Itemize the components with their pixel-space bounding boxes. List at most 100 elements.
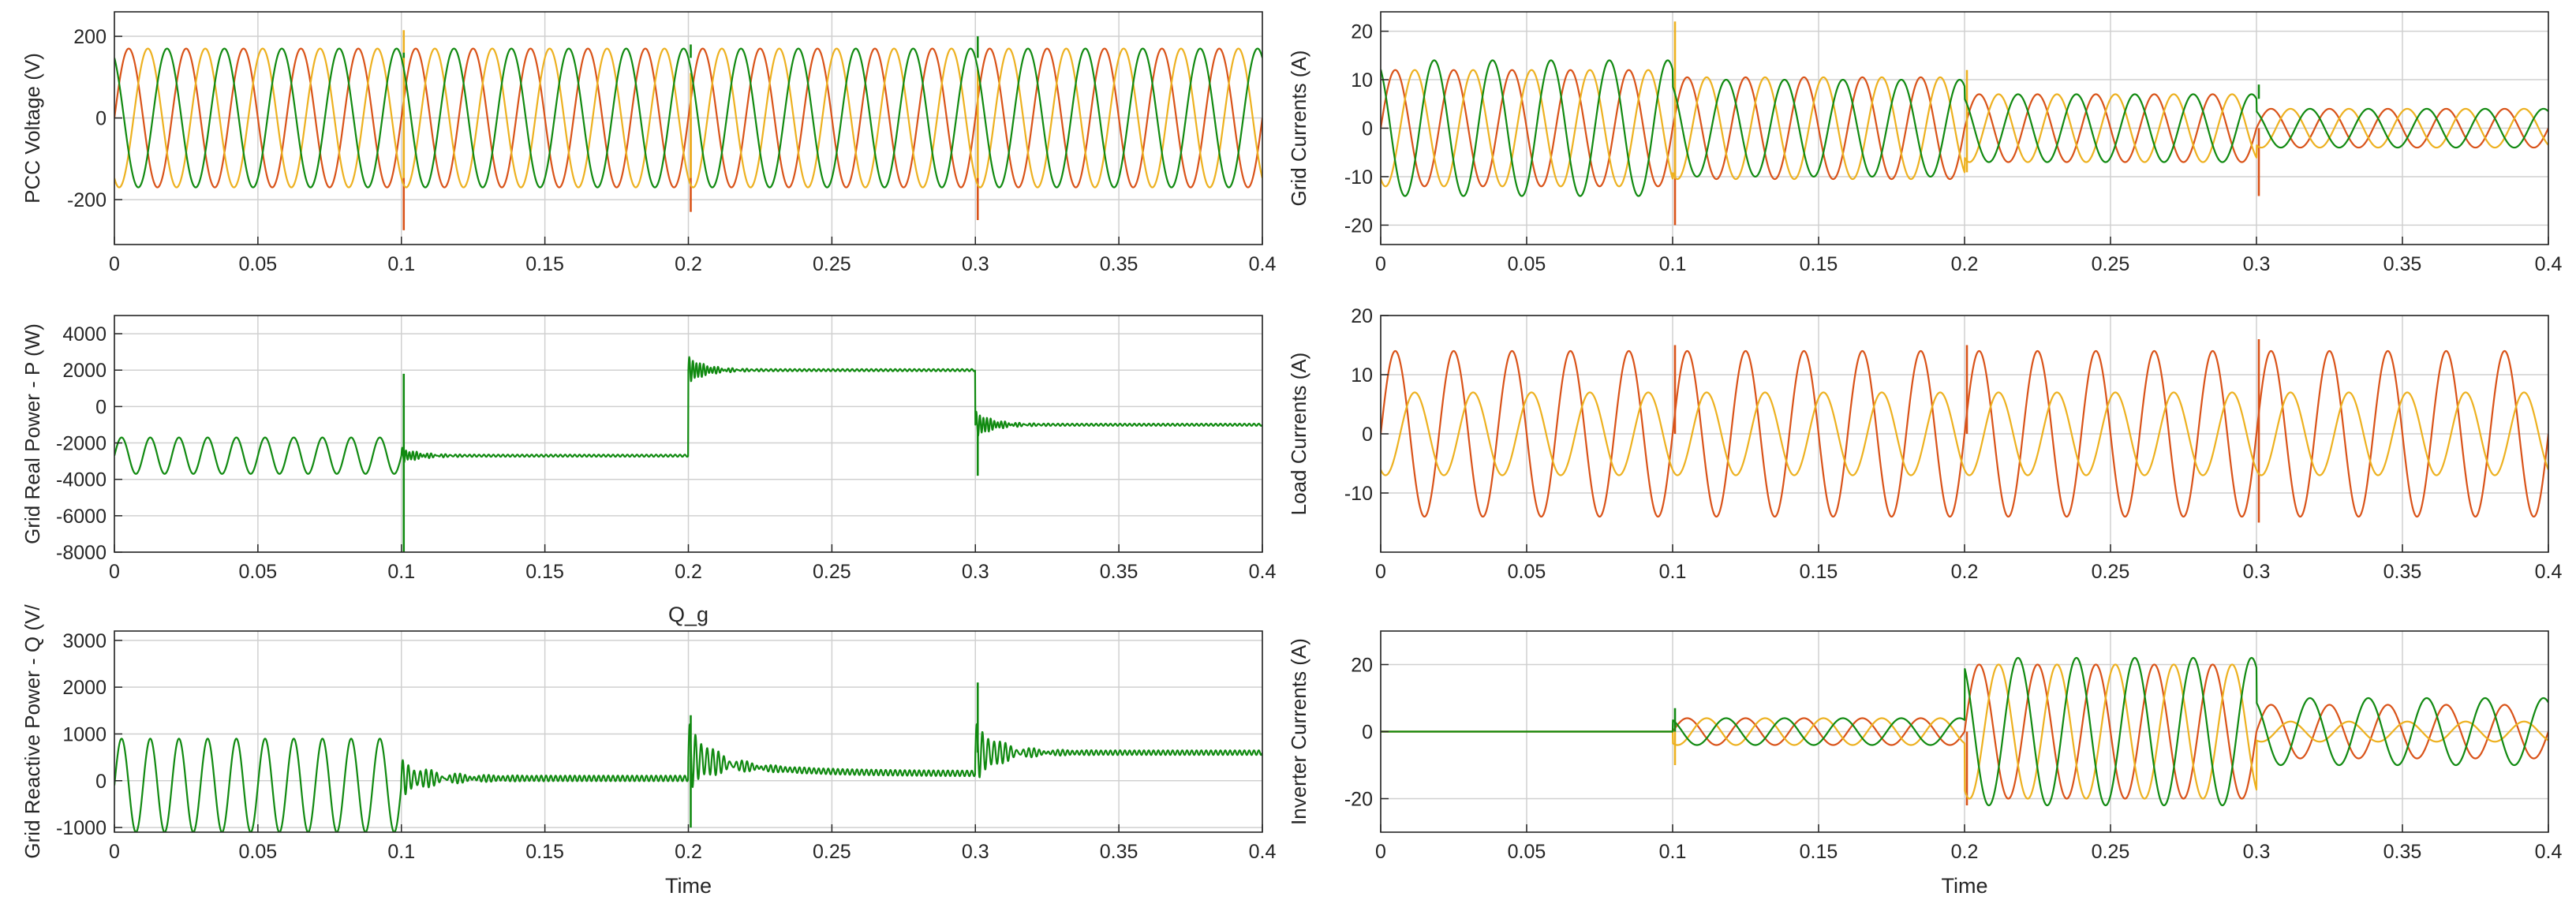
x-tick-label: 0.4 (2535, 253, 2563, 275)
series-line-phase-b (1381, 391, 2548, 476)
y-tick-label: 0 (1362, 722, 1373, 744)
x-tick-label: 0 (109, 561, 120, 583)
x-tick-label: 0.25 (2092, 253, 2130, 275)
y-tick-label: -20 (1344, 789, 1373, 811)
x-tick-label: 0.15 (525, 561, 564, 583)
x-tick-label: 0.35 (1100, 561, 1138, 583)
series-line-phase-b (114, 47, 1262, 189)
plot-grid-reactive-power: 0 0.05 0.1 0.15 0.2 0.25 0.3 0.35 0.4-1000010002… (21, 603, 1276, 898)
x-tick-label: 0.25 (813, 561, 851, 583)
plot-pcc-voltage: 0 0.05 0.1 0.15 0.2 0.25 0.3 0.35 0.4 -200 0 200 PCC… (21, 11, 1277, 275)
x-axis-label: Time (1942, 874, 1988, 898)
y-tick-label: -2000 (56, 433, 107, 455)
series-group (114, 682, 1262, 832)
x-tick-label: 0.25 (2092, 561, 2130, 583)
x-tick-label: 0.35 (1100, 841, 1138, 863)
series-group (114, 356, 1262, 552)
y-tick-label: 20 (1351, 655, 1373, 677)
y-tick-label: -10 (1344, 483, 1373, 505)
x-tick-label: 0.1 (1659, 253, 1687, 275)
x-tick-label: 0.35 (2383, 841, 2422, 863)
y-tick-label: 0 (95, 108, 107, 130)
x-tick-label: 0.4 (1249, 253, 1277, 275)
plot-load-currents: 0 0.05 0.1 0.15 0.2 0.25 0.3 0.35 0.4 -10 0 10 20 Loa… (1287, 305, 2562, 583)
x-tick-label: 0.35 (2383, 561, 2422, 583)
series-group (114, 30, 1262, 230)
x-tick-label: 0.1 (387, 561, 415, 583)
x-tick-label: 0.3 (2243, 561, 2271, 583)
y-tick-label: -1000 (56, 817, 107, 839)
series-line-phase-c (1381, 59, 2548, 197)
x-tick-label: 0.15 (525, 253, 564, 275)
x-tick-label: 0.1 (1659, 561, 1687, 583)
series-line-phase-c (1381, 656, 2548, 807)
y-tick-label: 10 (1351, 364, 1373, 387)
y-tick-label: 10 (1351, 69, 1373, 92)
x-tick-label: 0.25 (2092, 841, 2130, 863)
y-tick-label: 2000 (62, 677, 107, 699)
y-tick-label: -6000 (56, 506, 107, 528)
x-tick-label: 0.15 (525, 841, 564, 863)
x-tick-label: 0.05 (239, 841, 278, 863)
x-axis-label: Time (665, 874, 712, 898)
y-tick-label: -4000 (56, 469, 107, 491)
x-tick-label: 0 (1375, 253, 1386, 275)
x-tick-label: 0.2 (675, 253, 702, 275)
plot-grid-currents: 0 0.05 0.1 0.15 0.2 0.25 0.3 0.35 0.4 -20 -10 0 10 20… (1287, 11, 2563, 275)
series-line-phase-c (114, 47, 1262, 189)
x-tick-label: 0.15 (1800, 561, 1838, 583)
x-tick-label: 0 (109, 841, 120, 863)
x-tick-label: 0.1 (387, 253, 415, 275)
series-line-phase-a (1381, 349, 2548, 518)
x-tick-label: 0.3 (2243, 253, 2271, 275)
y-axis-label: Load Currents (A) (1287, 353, 1310, 516)
x-tick-label: 0.05 (1508, 253, 1546, 275)
x-tick-label: 0.2 (675, 841, 702, 863)
x-tick-label: 0.35 (2383, 253, 2422, 275)
x-tick-label: 0.4 (1249, 561, 1277, 583)
y-tick-label: 0 (95, 396, 107, 418)
x-tick-label: 0.1 (1659, 841, 1687, 863)
x-tick-label: 0.05 (1508, 561, 1546, 583)
x-tick-label: 0.2 (675, 561, 702, 583)
y-tick-label: 0 (95, 771, 107, 793)
y-tick-label: 1000 (62, 723, 107, 745)
x-tick-label: 0 (109, 253, 120, 275)
x-tick-label: 0.4 (2535, 841, 2563, 863)
x-tick-label: 0.25 (813, 253, 851, 275)
y-tick-label: 3000 (62, 630, 107, 652)
y-axis-label: PCC Voltage (V) (21, 53, 44, 204)
x-tick-label: 0.2 (1951, 253, 1979, 275)
y-tick-label: 20 (1351, 21, 1373, 43)
plot-title: Q_g (668, 603, 708, 626)
x-tick-label: 0.35 (1100, 253, 1138, 275)
y-tick-label: 20 (1351, 305, 1373, 327)
y-axis-label: Grid Real Power - P (W) (21, 323, 44, 544)
x-tick-label: 0.1 (387, 841, 415, 863)
x-tick-label: 0.05 (239, 253, 278, 275)
x-tick-label: 0.4 (1249, 841, 1277, 863)
x-tick-label: 0.4 (2535, 561, 2563, 583)
y-tick-label: 0 (1362, 118, 1373, 140)
x-tick-label: 0.05 (1508, 841, 1546, 863)
x-tick-label: 0.2 (1951, 561, 1979, 583)
y-axis-label: Grid Currents (A) (1287, 50, 1310, 207)
x-tick-label: 0.2 (1951, 841, 1979, 863)
y-tick-label: 200 (73, 26, 107, 48)
y-tick-label: -20 (1344, 215, 1373, 237)
x-tick-label: 0.3 (962, 841, 989, 863)
y-axis-label: Grid Reactive Power - Q (V/ (21, 604, 44, 859)
series-line-phase-a (114, 47, 1262, 189)
x-tick-label: 0.3 (962, 561, 989, 583)
x-tick-label: 0.15 (1800, 253, 1838, 275)
y-tick-label: 4000 (62, 323, 107, 345)
series-group (1381, 339, 2548, 523)
y-tick-label: -10 (1344, 166, 1373, 189)
series-group (1381, 656, 2548, 807)
x-tick-label: 0 (1375, 841, 1386, 863)
y-tick-label: -8000 (56, 542, 107, 564)
y-tick-label: 0 (1362, 424, 1373, 446)
x-tick-label: 0.3 (2243, 841, 2271, 863)
x-tick-label: 0.05 (239, 561, 278, 583)
